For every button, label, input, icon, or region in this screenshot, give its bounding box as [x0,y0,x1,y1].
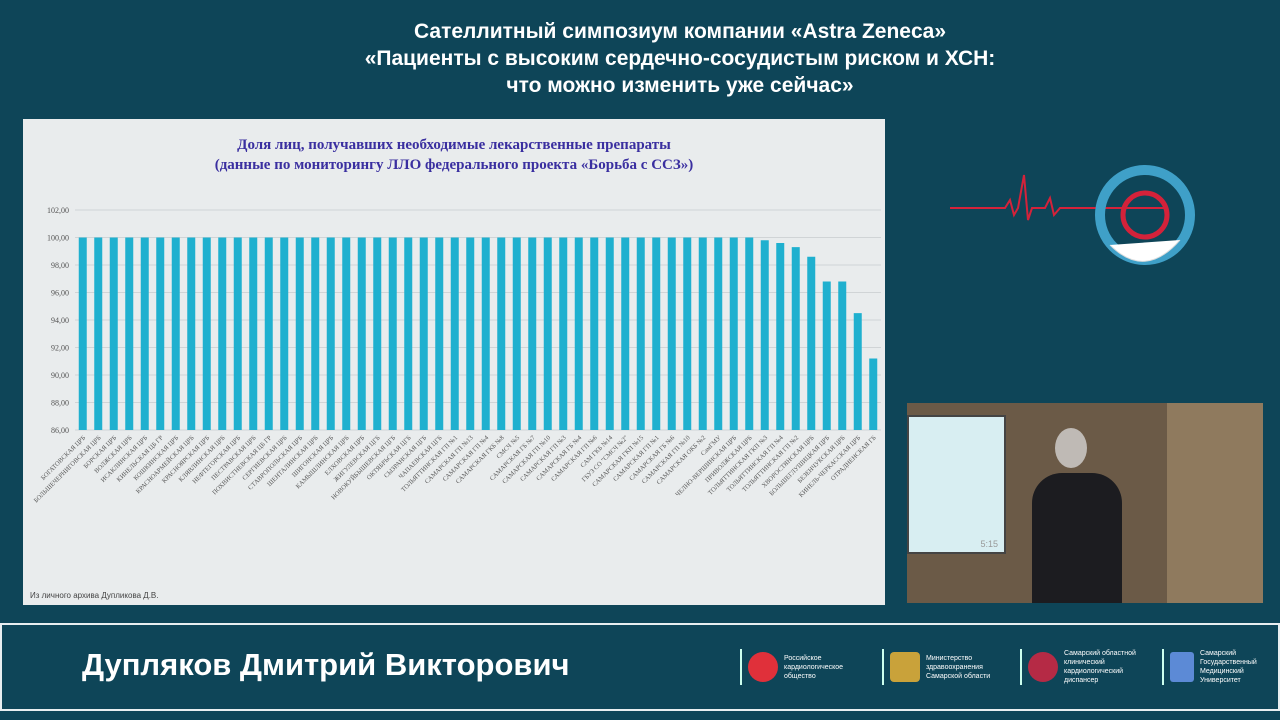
bar [264,237,273,430]
bar [202,237,211,430]
bar [187,237,196,430]
bar [249,237,258,430]
bar [559,237,568,430]
bar [342,237,351,430]
bar [109,237,118,430]
source-note: Из личного архива Дупликова Д.В. [30,591,159,600]
title-line-3: что можно изменить уже сейчас» [506,74,854,97]
org-name: Самарский областной клинический кардиоло… [1064,650,1136,684]
bar [822,281,831,430]
bar [388,237,397,430]
bar [729,237,738,430]
bar [171,237,180,430]
bar [311,237,320,430]
y-tick-label: 98,00 [51,261,69,270]
org-logo-cardio-dispensary: Самарский областной клинический кардиоло… [1020,649,1144,685]
bar [125,237,134,430]
bar [636,237,645,430]
bar [574,237,583,430]
bar [590,237,599,430]
y-tick-label: 92,00 [51,344,69,353]
bar [853,313,862,430]
bar [481,237,490,430]
presentation-slide: 86,00 88,00 90,00 92,00 94,00 96,00 98,00 100,0… [23,119,885,605]
bar [776,243,785,430]
bar [218,237,227,430]
bar [543,237,552,430]
bar [683,237,692,430]
org-name: Министерство здравоохранения Самарской о… [926,654,991,680]
bar [373,237,382,430]
bar [140,237,149,430]
x-tick-label: БОЛЬШЕЧЕРНИГОВСКАЯ ЦРБ [33,434,103,504]
y-tick-label: 100,00 [47,234,69,243]
y-tick-label: 102,00 [47,206,69,215]
rko-logo-icon [748,652,778,682]
bar [807,256,816,430]
bar [466,237,475,430]
video-timer: 5:15 [980,539,998,549]
chart-title-block: Доля лиц, получавших необходимые лекарст… [23,135,885,175]
bar [512,237,521,430]
bar [838,281,847,430]
org-name: Самарский Государственный Медицинский Ун… [1200,650,1257,684]
bar [419,237,428,430]
bar [621,237,630,430]
bar [94,237,103,430]
bar [78,237,87,430]
org-logo-samsmu: Самарский Государственный Медицинский Ун… [1162,649,1262,685]
speaker-video: 5:15 [907,403,1263,603]
bar [652,237,661,430]
org-logo-ministry: Министерство здравоохранения Самарской о… [882,649,1006,685]
bar [233,237,242,430]
bar [605,237,614,430]
speaker-banner: Дупляков Дмитрий Викторович Российское к… [0,623,1280,711]
bar [497,237,506,430]
org-logo-rko: Российское кардиологическое общество [740,649,864,685]
title-line-1: Сателлитный симпозиум компании «Astra Ze… [413,20,947,43]
chart-title: Доля лиц, получавших необходимые лекарст… [237,137,671,153]
speaker-body [1032,473,1122,603]
bar [450,237,459,430]
heart-logo-icon [1028,652,1058,682]
bar [528,237,537,430]
event-title: Сателлитный симпозиум компании «Astra Ze… [300,18,1060,99]
org-name: Российское кардиологическое общество [784,654,844,680]
bar [156,237,165,430]
bar [435,237,444,430]
coat-of-arms-icon [890,652,920,682]
speaker-name: Дупляков Дмитрий Викторович [82,647,570,682]
bar-chart: 86,00 88,00 90,00 92,00 94,00 96,00 98,00 100,0… [33,206,881,504]
ecg-heart-logo-icon [950,165,1195,265]
bar [760,240,769,430]
title-line-2: «Пациенты с высоким сердечно-сосудистым … [364,47,996,70]
y-tick-label: 88,00 [51,399,69,408]
bar [667,237,676,430]
bar [745,237,754,430]
projection-screen: 5:15 [907,415,1006,554]
y-tick-label: 90,00 [51,371,69,380]
bar [791,247,800,430]
bar [404,237,413,430]
bar [295,237,304,430]
bar [869,358,878,430]
bar [357,237,366,430]
y-tick-label: 86,00 [51,426,69,435]
bar [698,237,707,430]
speaker-head [1055,428,1087,468]
y-tick-label: 94,00 [51,316,69,325]
bar [326,237,335,430]
bar [280,237,289,430]
chart-subtitle: (данные по мониторингу ЛЛО федерального … [214,157,694,173]
wall [1167,403,1263,603]
university-logo-icon [1170,652,1194,682]
bar [714,237,723,430]
y-tick-label: 96,00 [51,289,69,298]
